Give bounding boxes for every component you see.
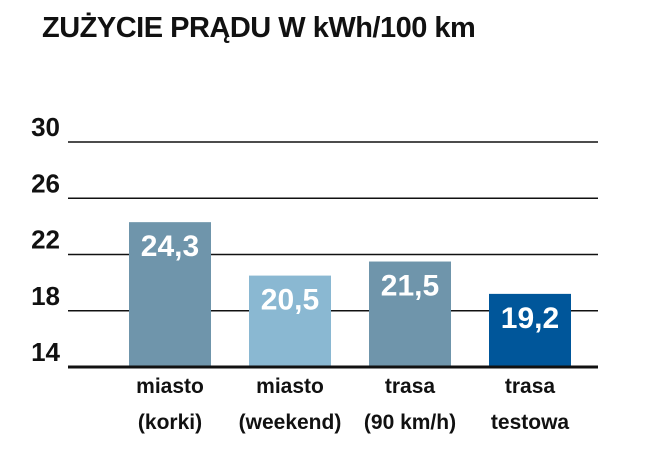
data-label: 24,3: [141, 230, 199, 263]
y-tick-label: 18: [31, 281, 60, 311]
bar: [249, 275, 331, 367]
x-category-label: trasa: [385, 375, 436, 398]
bar: [369, 261, 451, 367]
x-category-label: (korki): [138, 411, 202, 434]
label-layer: 30 26 22 18 14 24,3 miasto (korki) 20,5 miasto (we…: [31, 112, 569, 434]
bar-layer: [129, 222, 571, 367]
x-category-label: (90 km/h): [364, 411, 456, 434]
y-tick-label: 14: [31, 337, 60, 367]
y-tick-label: 22: [31, 225, 60, 255]
bar: [489, 293, 571, 367]
x-category-label: trasa: [505, 375, 556, 398]
x-category-label: (weekend): [239, 411, 342, 434]
y-tick-label: 30: [31, 112, 60, 142]
data-label: 21,5: [381, 270, 439, 303]
x-category-label: miasto: [136, 375, 204, 398]
x-category-label: miasto: [256, 375, 324, 398]
data-label: 20,5: [261, 284, 319, 317]
x-category-label: testowa: [491, 411, 570, 434]
chart-title: ZUŻYCIE PRĄDU W kWh/100 km: [42, 12, 475, 44]
y-tick-label: 26: [31, 168, 60, 198]
data-label: 19,2: [501, 302, 559, 335]
bar: [129, 222, 211, 367]
